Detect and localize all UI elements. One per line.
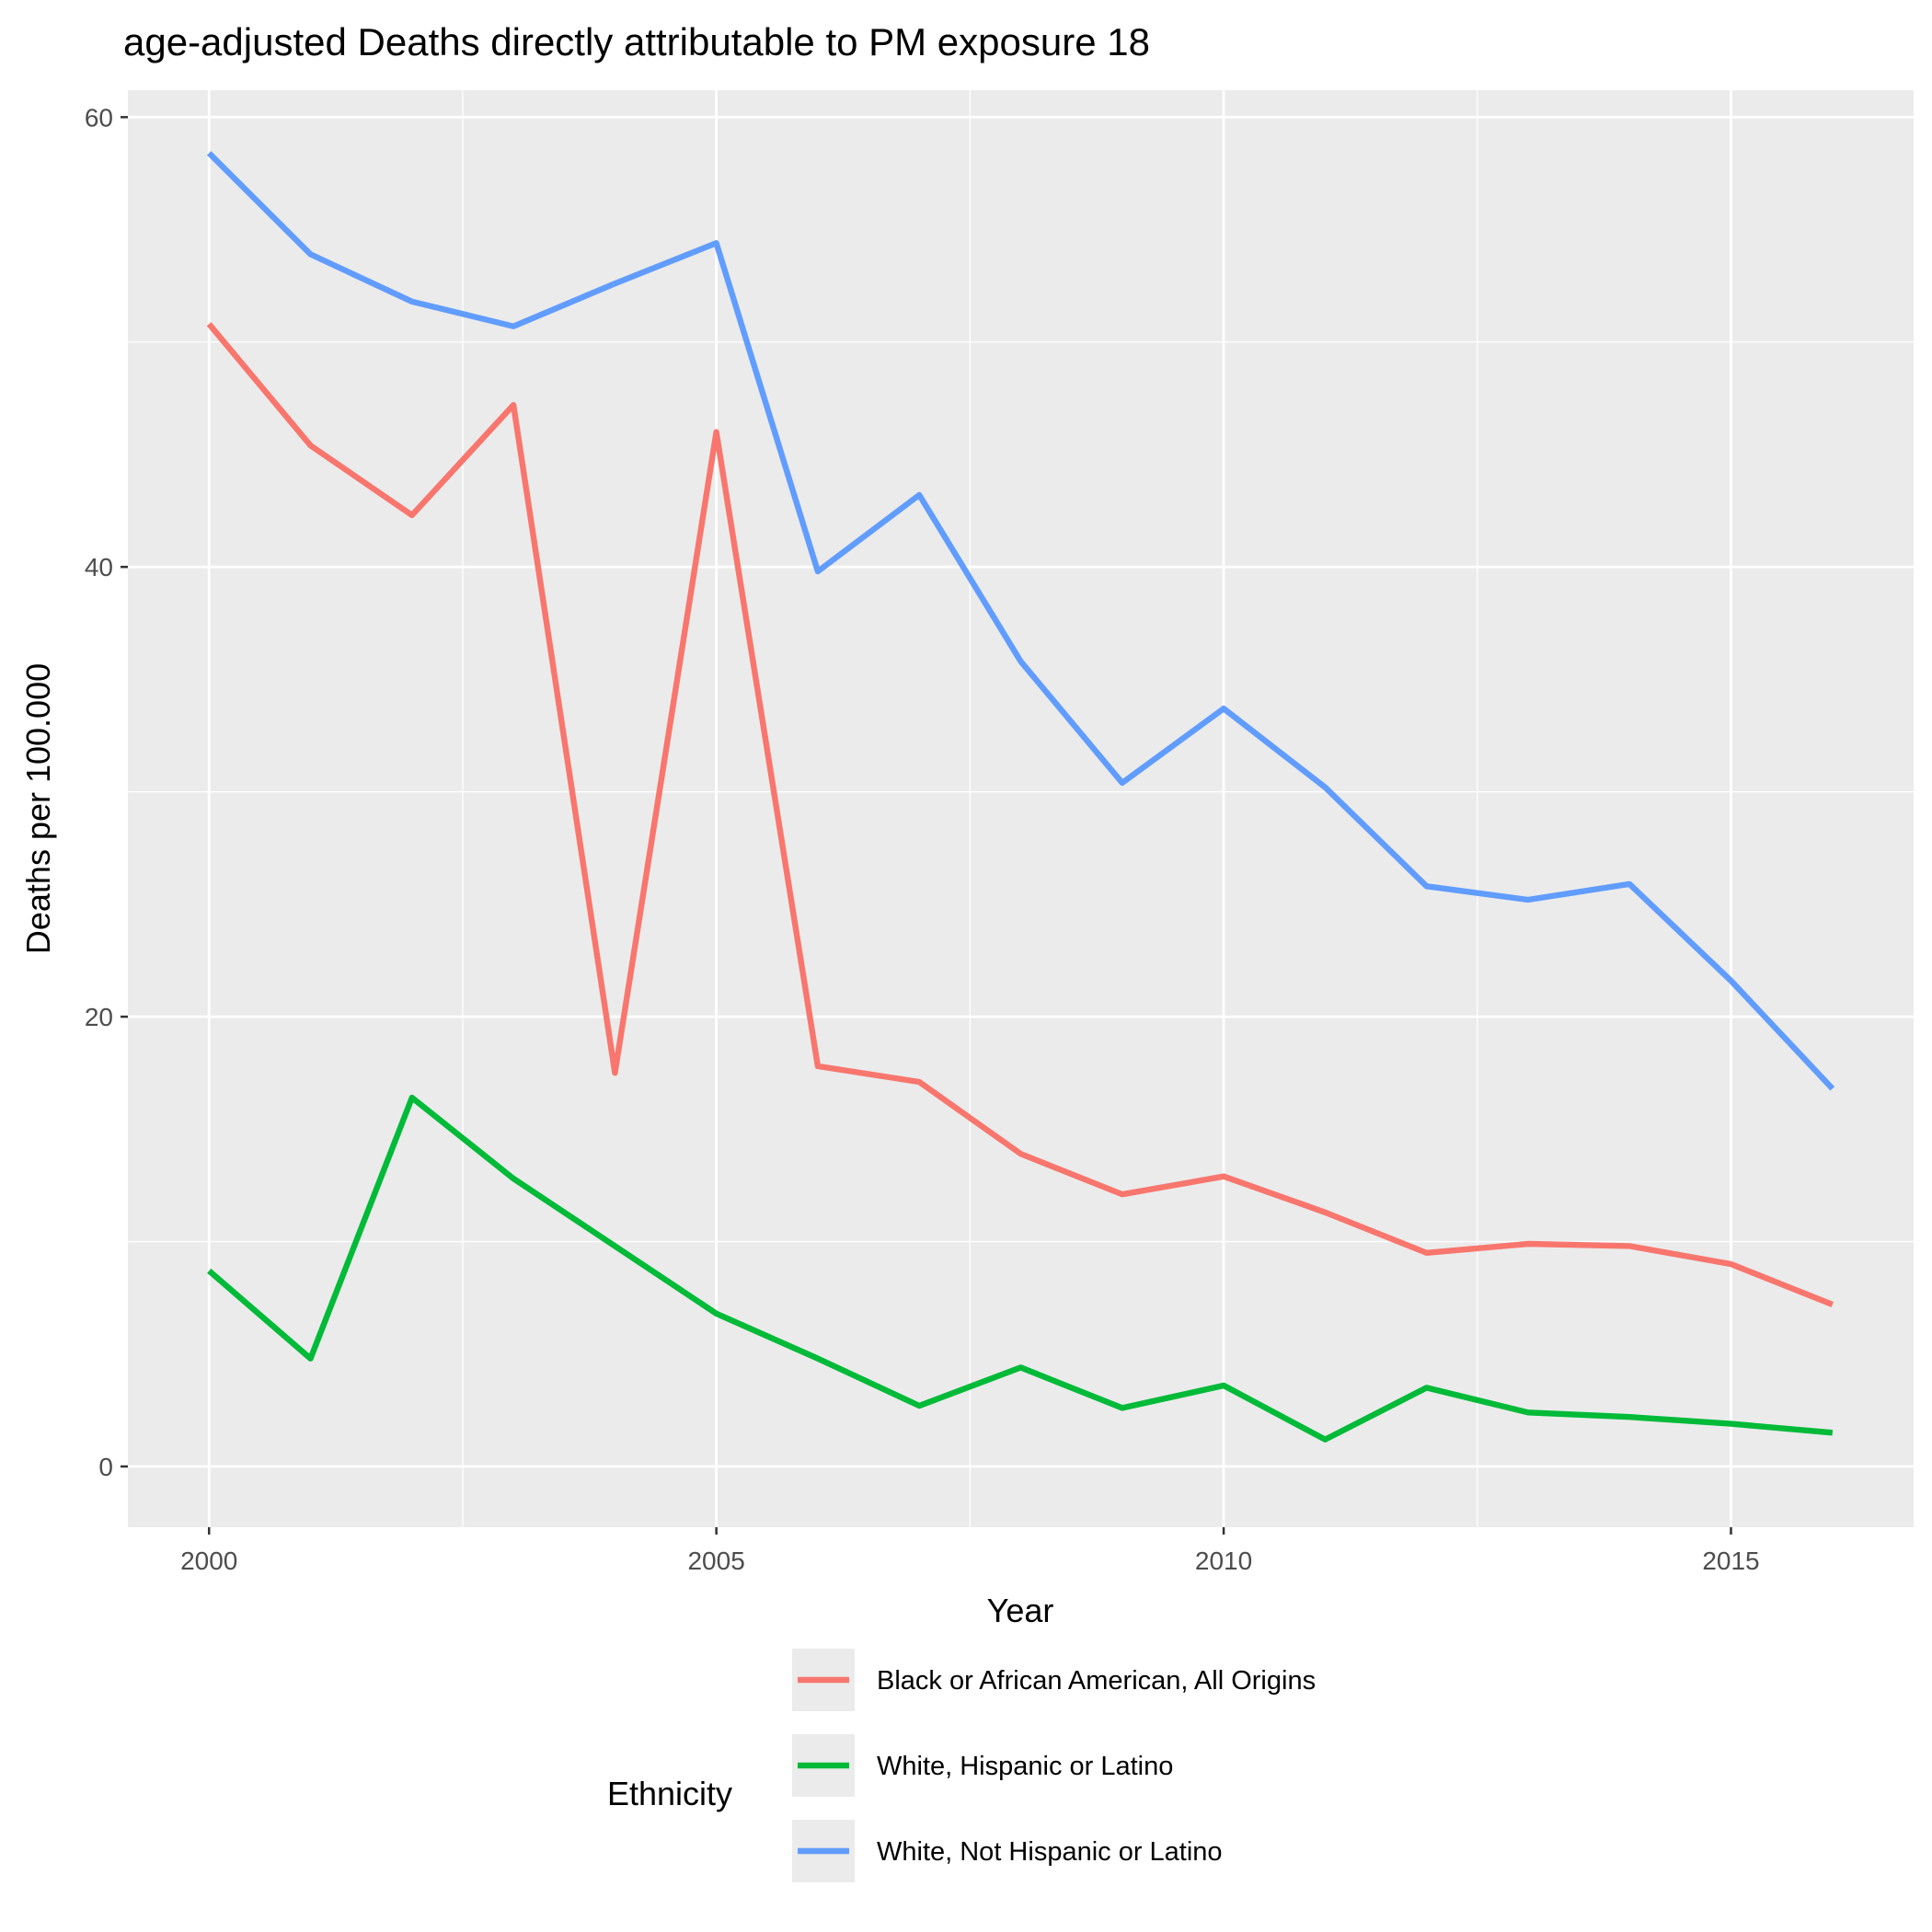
series-lines (206, 151, 1835, 1443)
legend-label-0: Black or African American, All Origins (877, 1666, 1316, 1696)
series-line-1 (207, 1094, 1834, 1443)
x-tick-label: 2015 (1702, 1547, 1759, 1575)
series-line-0 (206, 322, 1834, 1307)
minor-gridlines (128, 90, 1914, 1527)
legend-label-1: White, Hispanic or Latino (877, 1752, 1173, 1781)
y-tick-label: 0 (98, 1453, 113, 1481)
y-axis-title: Deaths per 100.000 (19, 663, 57, 954)
x-axis: 2000 2005 2010 2015 (180, 1527, 1760, 1575)
legend-label-2: White, Not Hispanic or Latino (877, 1837, 1223, 1867)
x-axis-title: Year (987, 1592, 1054, 1629)
series-line-2 (206, 151, 1835, 1091)
y-axis: 0 20 40 60 (85, 103, 128, 1481)
legend-items: Black or African American, All Origins Wh… (790, 1647, 1316, 1884)
plot-panel (128, 90, 1914, 1527)
y-tick-label: 60 (85, 103, 113, 132)
x-tick-label: 2010 (1195, 1547, 1252, 1575)
y-tick-label: 40 (85, 553, 113, 581)
x-tick-label: 2000 (180, 1547, 237, 1575)
chart-title: age-adjusted Deaths directly attributabl… (123, 20, 1150, 63)
x-tick-label: 2005 (687, 1547, 744, 1575)
y-tick-label: 20 (85, 1003, 113, 1031)
legend: Ethnicity Black or African American, All… (607, 1647, 1316, 1884)
legend-title: Ethnicity (607, 1775, 732, 1812)
major-gridlines (128, 90, 1914, 1527)
